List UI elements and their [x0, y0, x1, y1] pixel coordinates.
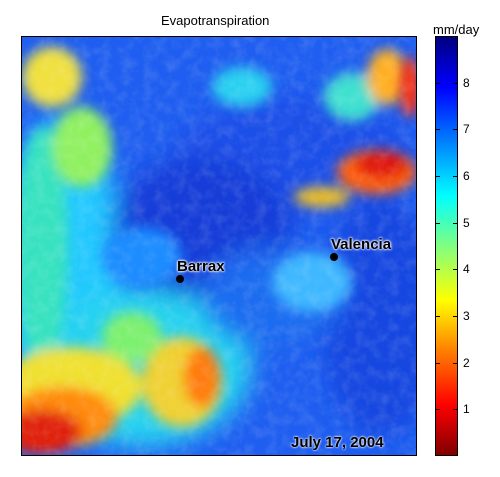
barrax-marker: [176, 275, 184, 283]
colorbar-tick: [453, 362, 457, 364]
colorbar-tick-label: 7: [463, 122, 470, 137]
colorbar-tick: [436, 316, 440, 317]
colorbar-tick-label: 3: [463, 309, 470, 323]
valencia-marker: [330, 253, 338, 261]
colorbar-tick-label: 4: [463, 262, 470, 277]
colorbar-tick: [453, 176, 457, 177]
colorbar-tick-label: 1: [463, 402, 470, 417]
colorbar-tick: [453, 222, 457, 224]
colorbar: [435, 36, 458, 456]
colorbar-tick-label: 6: [463, 169, 470, 183]
colorbar-tick: [436, 409, 440, 411]
date-label: July 17, 2004: [291, 434, 384, 451]
barrax-label: Barrax: [177, 258, 225, 275]
colorbar-tick: [453, 82, 457, 84]
colorbar-tick: [436, 362, 440, 364]
colorbar-tick: [436, 129, 440, 131]
colorbar-tick-label: 5: [463, 215, 470, 230]
colorbar-unit: mm/day: [433, 22, 480, 37]
colorbar-tick: [453, 409, 457, 411]
colorbar-tick: [436, 269, 440, 271]
colorbar-tick: [436, 82, 440, 84]
colorbar-tick: [453, 129, 457, 131]
colorbar-tick: [453, 316, 457, 317]
colorbar-tick: [453, 269, 457, 271]
map-title: Evapotranspiration: [161, 13, 270, 28]
colorbar-tick: [436, 176, 440, 177]
colorbar-tick: [436, 222, 440, 224]
colorbar-tick-label: 2: [463, 355, 470, 370]
valencia-label: Valencia: [331, 236, 392, 253]
colorbar-tick-label: 8: [463, 75, 470, 90]
evapotranspiration-map: [21, 36, 417, 456]
map-image: [22, 37, 416, 455]
